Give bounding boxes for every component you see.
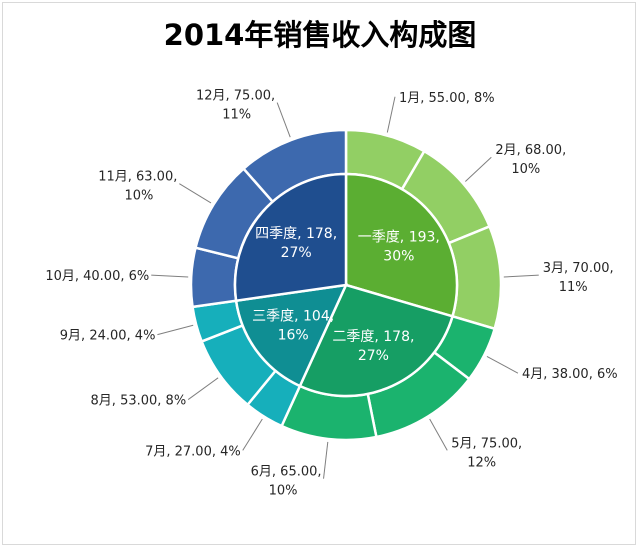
leader-line <box>242 418 263 451</box>
inner-labels: 一季度, 193, 30% 二季度, 178, 27%三季度, 104, 16% 四季度,… <box>252 226 440 364</box>
month-label: 5月, 75.00, 12% <box>451 436 522 470</box>
leader-line <box>486 355 519 374</box>
leader-line <box>179 183 212 204</box>
month-label: 11月, 63.00, 10% <box>98 170 177 204</box>
leader-line <box>157 324 194 336</box>
quarter-label: 一季度, 193, 30% <box>358 229 440 264</box>
month-label: 9月, 24.00, 4% <box>60 329 156 344</box>
month-label: 12月, 75.00, 11% <box>196 89 275 123</box>
month-label: 6月, 65.00, 10% <box>251 465 322 499</box>
month-label: 1月, 55.00, 8% <box>399 91 495 106</box>
month-label: 10月, 40.00, 6% <box>45 269 149 284</box>
quarter-slice <box>344 172 459 318</box>
month-label: 7月, 27.00, 4% <box>145 444 241 459</box>
month-label: 2月, 68.00, 10% <box>495 143 566 177</box>
month-label: 3月, 70.00, 11% <box>543 261 614 295</box>
leader-line <box>386 96 396 133</box>
inner-ring <box>233 172 459 398</box>
month-label: 8月, 53.00, 8% <box>91 394 187 409</box>
quarter-label: 四季度, 178, 27% <box>255 226 337 261</box>
leader-line <box>429 418 448 451</box>
quarter-label: 三季度, 104, 16% <box>252 309 334 344</box>
quarter-slice <box>233 172 348 303</box>
outer-labels: 1月, 55.00, 8% 2月, 68.00, 10% 3月, 70.00, 11% 4… <box>45 89 617 499</box>
leader-line <box>276 102 291 138</box>
leader-line <box>151 274 189 278</box>
chart-title: 2014年销售收入构成图 <box>163 18 477 52</box>
leader-lines <box>151 96 539 479</box>
quarter-slice <box>234 283 349 388</box>
quarter-label: 二季度, 178, 27% <box>332 329 414 364</box>
leader-line <box>503 274 539 278</box>
outer-ring <box>189 128 503 442</box>
leader-line <box>187 377 219 400</box>
quarter-slice <box>298 283 455 398</box>
leader-line <box>465 156 492 182</box>
month-label: 4月, 38.00, 6% <box>522 367 618 382</box>
leader-line <box>323 441 329 479</box>
